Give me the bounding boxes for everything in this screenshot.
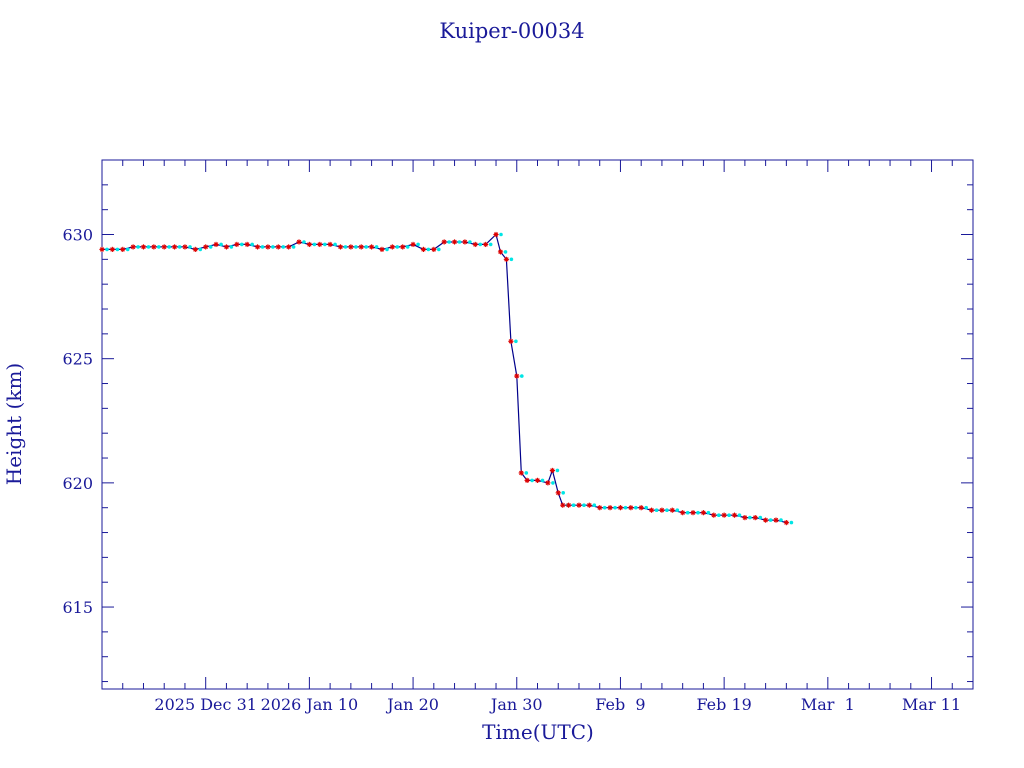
data-point <box>700 510 711 516</box>
data-point <box>462 239 472 245</box>
data-point <box>472 241 483 248</box>
data-point <box>555 490 565 496</box>
data-point <box>576 502 586 508</box>
x-tick-label: 2025 Dec 31 <box>154 695 257 714</box>
data-point <box>497 249 508 255</box>
data-point <box>400 244 410 250</box>
data-point <box>617 505 628 511</box>
data-point <box>389 244 400 250</box>
data-point <box>317 241 327 248</box>
data-point <box>680 510 690 516</box>
x-tick-label: 2026 Jan 10 <box>261 695 359 714</box>
x-tick-label: Feb 19 <box>696 695 751 714</box>
data-point <box>648 507 659 513</box>
plot-frame <box>101 159 974 690</box>
data-point <box>140 244 151 250</box>
data-point <box>763 517 773 523</box>
data-point <box>607 505 617 511</box>
data-point <box>182 244 192 250</box>
data-point <box>783 520 794 526</box>
data-point <box>151 244 161 250</box>
data-point <box>234 241 244 248</box>
y-tick-label: 615 <box>62 598 93 617</box>
data-point <box>545 480 555 486</box>
data-point <box>431 246 441 253</box>
x-tick-label: Mar 1 <box>801 695 855 714</box>
series-markers <box>99 231 794 526</box>
data-point <box>254 244 265 250</box>
data-point <box>171 244 182 250</box>
data-point <box>566 502 576 508</box>
data-point <box>597 505 607 511</box>
data-point <box>534 477 545 483</box>
data-point <box>275 244 286 250</box>
data-point <box>628 505 638 511</box>
data-point <box>441 239 452 245</box>
x-tick-label: Jan 30 <box>489 695 543 714</box>
data-point <box>286 244 296 250</box>
data-point <box>752 515 763 521</box>
data-point <box>721 512 731 518</box>
data-point <box>773 517 783 523</box>
data-point <box>669 507 680 513</box>
data-point <box>306 241 317 248</box>
data-point <box>638 505 648 511</box>
data-point <box>508 338 518 344</box>
data-point <box>223 244 234 250</box>
data-point <box>514 373 524 379</box>
data-point <box>503 256 514 262</box>
data-point <box>524 477 534 483</box>
x-tick-label: Jan 20 <box>385 695 439 714</box>
data-point <box>586 502 597 508</box>
data-point <box>379 246 389 253</box>
data-point <box>99 246 109 253</box>
data-point <box>742 515 752 521</box>
x-tick-label: Feb 9 <box>595 695 645 714</box>
data-point <box>296 239 306 245</box>
y-tick-label: 630 <box>62 226 93 245</box>
data-point <box>358 244 369 250</box>
data-point <box>192 246 203 253</box>
data-point <box>120 246 130 253</box>
data-point <box>711 512 721 518</box>
data-point <box>327 241 337 248</box>
x-axis: 2025 Dec 31 2026 Jan 10 Jan 20 Jan 30 Feb 9 F… <box>101 160 974 714</box>
data-point <box>690 510 700 516</box>
data-point <box>410 241 420 248</box>
data-point <box>109 246 120 253</box>
data-point <box>265 244 275 250</box>
data-point <box>348 244 358 250</box>
data-point <box>161 244 171 250</box>
data-point <box>130 244 140 250</box>
y-tick-label: 620 <box>62 474 93 493</box>
data-point <box>213 241 223 248</box>
series-line <box>102 233 787 524</box>
x-axis-label: Time(UTC) <box>482 720 594 744</box>
data-point <box>244 241 254 248</box>
data-point <box>659 507 669 513</box>
data-point <box>420 246 431 253</box>
data-point <box>731 512 742 518</box>
x-tick-label: Mar 11 <box>902 695 961 714</box>
data-point <box>493 231 503 238</box>
data-point <box>549 467 560 474</box>
y-axis-label: Height (km) <box>2 363 26 485</box>
data-point <box>368 244 379 250</box>
data-point <box>451 239 462 245</box>
data-point <box>483 241 493 248</box>
data-point <box>337 244 348 250</box>
y-axis: 615 620 625 630 <box>62 159 973 683</box>
y-tick-label: 625 <box>62 350 93 369</box>
data-point <box>203 244 213 250</box>
chart-title: Kuiper-00034 <box>439 19 584 43</box>
data-point <box>518 470 529 476</box>
